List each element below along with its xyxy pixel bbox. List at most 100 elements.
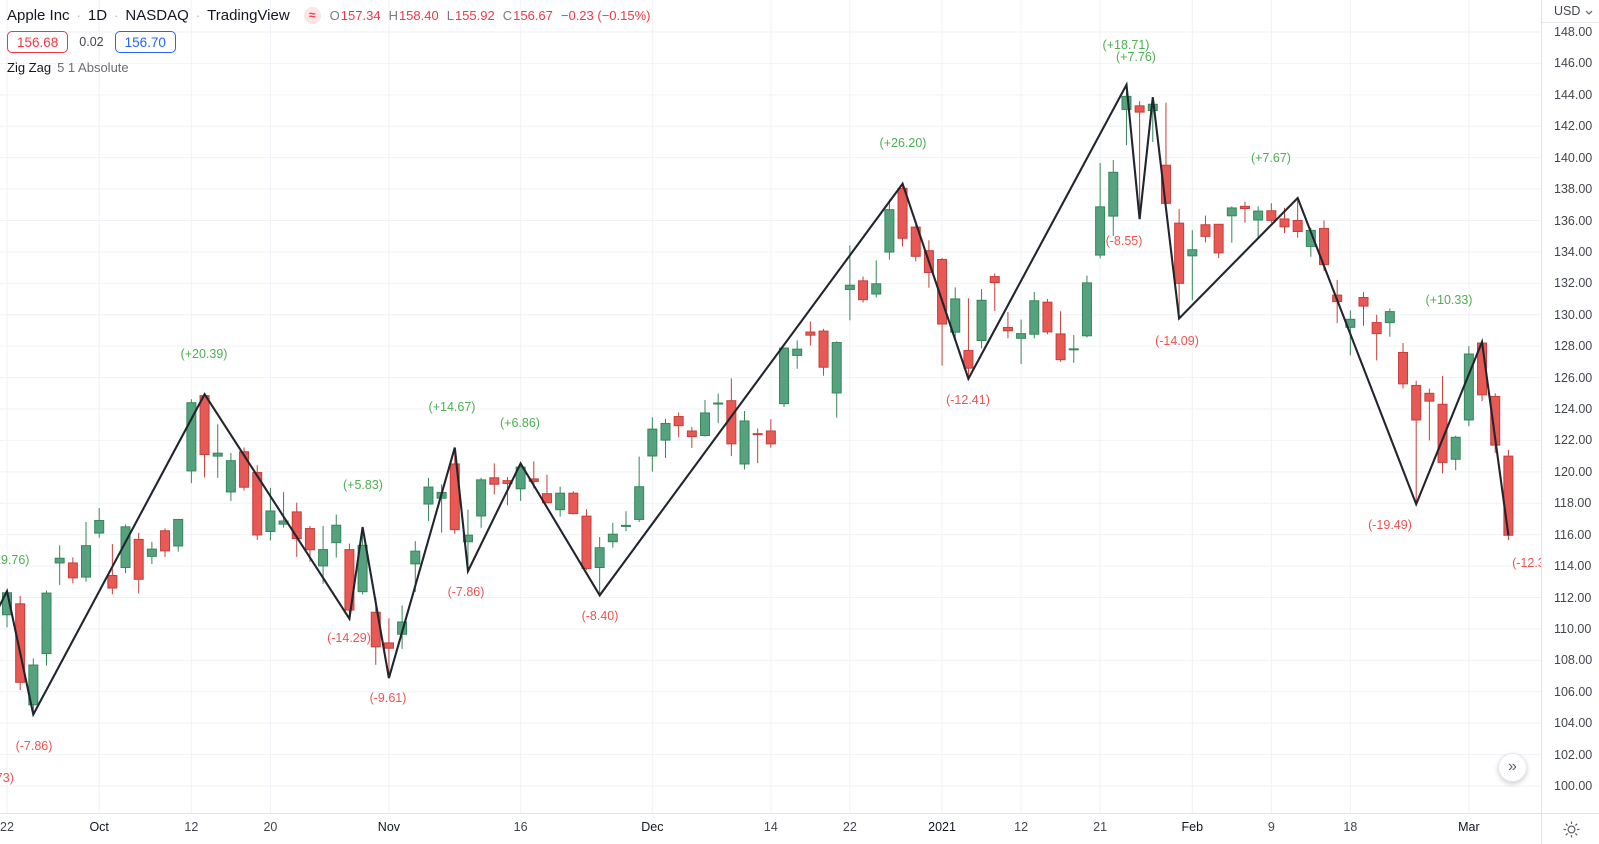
candle-down [199,394,210,478]
candle-up [792,340,803,369]
candle-up [476,477,487,528]
sell-button[interactable]: 156.68 [7,31,69,53]
ohlc-values: O157.34 H158.40 L155.92 C156.67 −0.23 (−… [330,8,651,23]
price-axis-label: 106.00 [1554,684,1593,699]
candle-up [1226,206,1237,243]
double-chevron-right-icon: » [1508,758,1517,775]
candle-down [1411,380,1422,505]
candle-up [186,399,197,484]
candle-down [910,220,921,262]
candle-down [1213,223,1224,259]
price-axis-label: 112.00 [1554,590,1592,605]
candle-down [67,557,78,584]
price-axis-label: 102.00 [1554,747,1593,762]
candle-up [779,347,790,407]
open-value: 157.34 [340,7,381,23]
candle-down [1424,388,1435,441]
buy-button[interactable]: 156.70 [114,31,176,53]
candle-down [107,544,118,595]
separator-dot: · [76,7,81,23]
candle-down [1371,314,1382,361]
plot-area[interactable]: (+19.76)(-7.86)(-18.73)(+20.39)(-14.29)(… [0,0,1541,813]
price-axis-label: 108.00 [1554,653,1593,668]
indicator-row[interactable]: Zig Zag 5 1 Absolute [7,60,651,76]
candle-down [1266,203,1277,223]
time-axis-label: 2021 [928,820,956,834]
zigzag-line[interactable] [0,81,1510,813]
price-axis-label: 128.00 [1554,339,1593,354]
candle-up [844,245,855,321]
scroll-to-recent-button[interactable]: » [1498,753,1527,782]
price-axis-label: 122.00 [1554,433,1593,448]
low-label: L [446,7,454,23]
candle-up [660,418,671,458]
candle-up [94,507,105,538]
candle-down [1055,311,1066,362]
candle-up [331,514,342,558]
price-axis-label: 134.00 [1554,244,1593,259]
delayed-data-badge-icon[interactable]: ≈ [303,6,321,24]
time-axis-label: Mar [1458,820,1480,834]
indicator-name[interactable]: Zig Zag [7,60,52,75]
candle-up [594,537,605,596]
candle-up [647,417,658,472]
candle-up [41,590,52,666]
price-axis-label: 140.00 [1554,150,1593,165]
platform-label[interactable]: TradingView [207,6,290,24]
price-axis-label: 116.00 [1554,527,1592,542]
candle-down [1503,449,1514,541]
candle-up [713,393,724,424]
candle-up [357,527,368,595]
time-axis-label: Feb [1181,820,1204,834]
candle-down [1174,208,1185,319]
candle-down [1160,102,1171,210]
time-axis-label: 21 [1093,820,1108,834]
candle-up [634,456,645,522]
time-axis-label: 12 [184,820,199,834]
price-axis[interactable]: USD 148.00 146.00 144.00 142.00 140.00 138.00… [1541,0,1599,813]
candle-up [1095,162,1106,259]
candle-down [1042,299,1053,335]
candle-up [1463,346,1474,427]
axis-settings-button[interactable] [1541,813,1599,844]
candle-up [1016,319,1027,365]
candle-down [937,258,948,366]
timeframe-label[interactable]: 1D [87,6,108,24]
close-label: C [502,7,513,23]
price-axis-label: 104.00 [1554,716,1593,731]
candle-down [1292,198,1303,238]
symbol-row: Apple Inc · 1D · NASDAQ · TradingView ≈ … [7,5,651,25]
candle-up [1450,435,1461,471]
exchange-label[interactable]: NASDAQ [125,6,189,24]
price-axis-label: 142.00 [1554,119,1593,134]
price-axis-label: 120.00 [1554,464,1593,479]
candle-up [1081,275,1092,338]
candle-down [1134,101,1145,220]
time-axis-label: 18 [1343,820,1358,834]
time-axis-label: Dec [641,820,664,834]
grid-vertical [6,0,1470,813]
price-axis-unit[interactable]: USD [1542,0,1599,23]
high-label: H [388,7,398,23]
candle-down [818,328,829,376]
chart-canvas [0,0,1541,813]
candle-down [541,474,552,504]
candle-up [423,477,434,522]
time-axis-label: Oct [89,820,109,834]
symbol-title[interactable]: Apple Inc [7,6,70,24]
candle-down [752,428,763,464]
price-axis-label: 130.00 [1554,307,1593,322]
candlestick-series [2,84,1514,715]
candle-down [1398,343,1409,389]
time-axis[interactable]: 22 Oct 12 20 Nov 16 Dec 14 22 2021 12 21 Feb 9 18 Mar [0,813,1541,844]
candle-up [950,287,961,340]
candle-down [805,321,816,346]
candle-down [686,426,697,448]
time-axis-label: 16 [513,820,528,834]
price-axis-label: 138.00 [1554,182,1593,197]
candle-down [1002,312,1013,339]
candle-up [54,545,65,585]
candle-down [897,183,908,247]
candle-down [383,618,394,679]
